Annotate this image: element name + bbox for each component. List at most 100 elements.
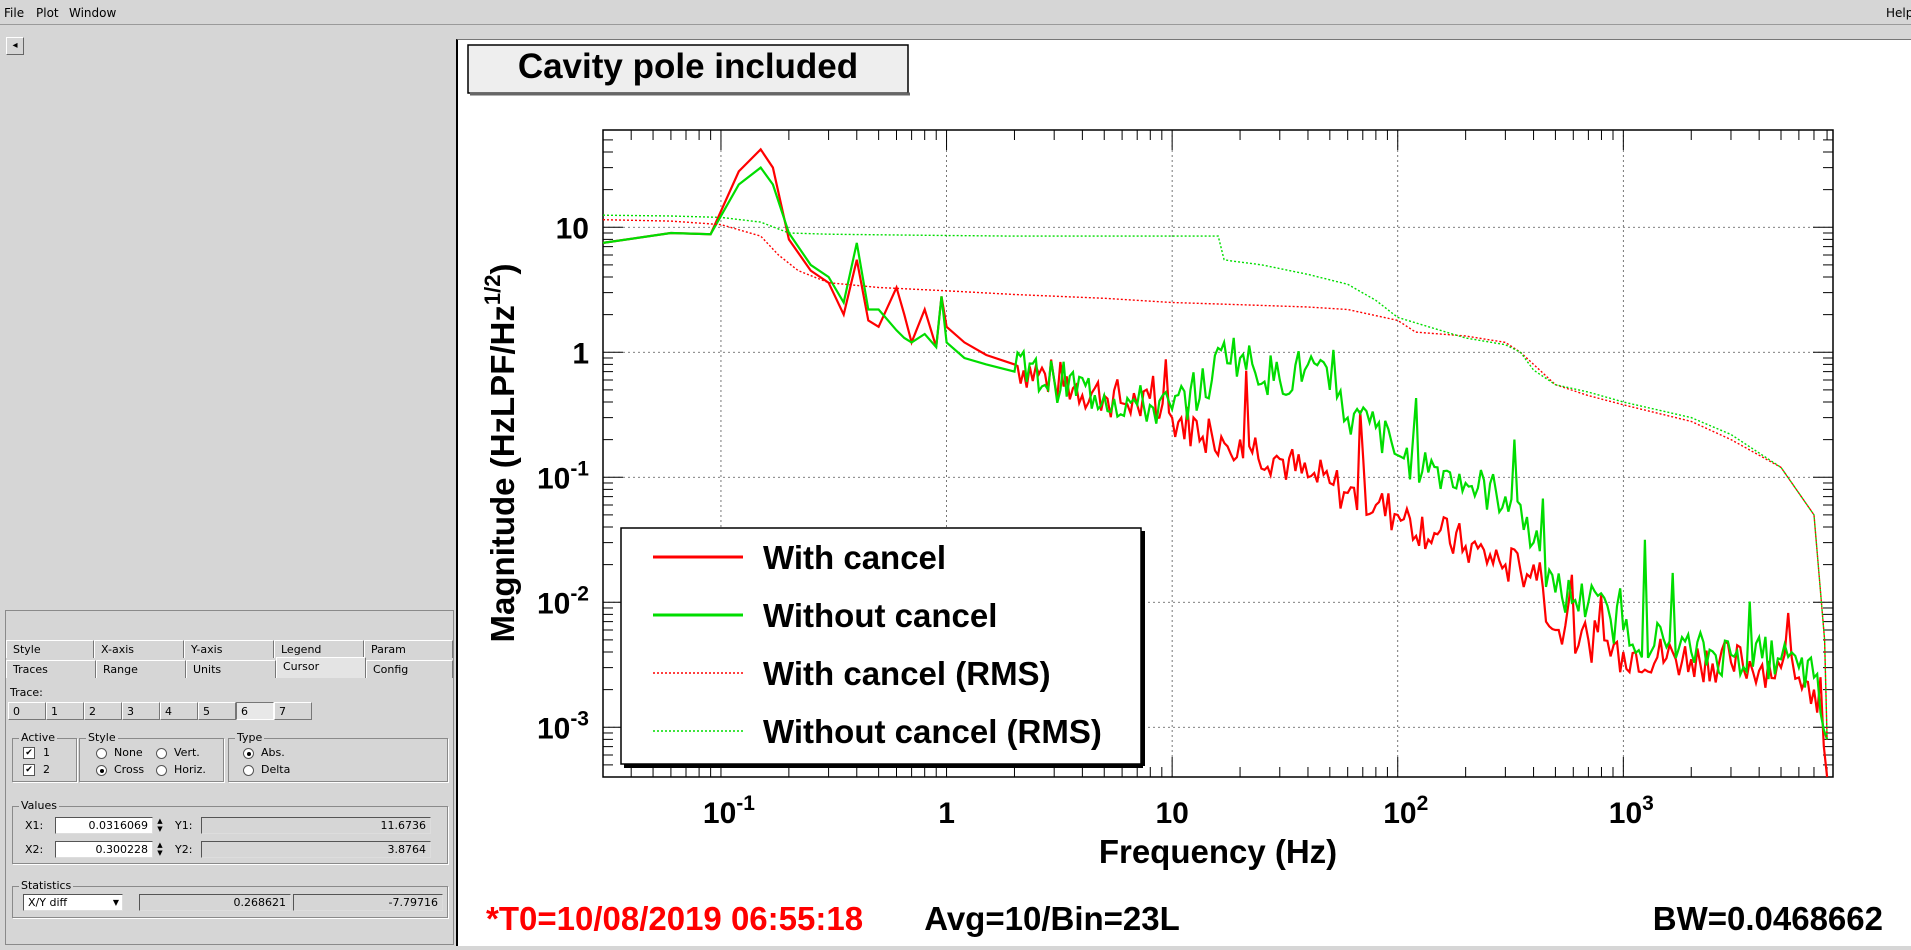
axis-ticks [602,129,1833,778]
plot-canvas[interactable]: Cavity pole included 10-1 1 10 102 10310-310… [458,40,1911,946]
x-axis-label: Frequency (Hz) [1099,833,1337,870]
active-1-label: 1 [43,746,50,759]
statistics-group: Statistics X/Y diff ▼ 0.268621 -7.79716 [12,879,448,918]
menu-plot[interactable]: Plot [36,6,59,20]
menu-help[interactable]: Help [1886,6,1911,20]
type-delta-label: Delta [261,763,291,776]
trace-tab-selected[interactable]: 6 [236,702,274,720]
options-panel: Style X-axis Y-axis Legend Param Traces … [5,610,454,945]
type-abs-label: Abs. [261,746,285,759]
legend: With cancel Without cancel With cancel (… [620,527,1145,768]
tab-y-axis[interactable]: Y-axis [184,640,274,658]
tick-label: 10-3 [537,707,589,745]
style-horiz-radio[interactable] [156,765,167,776]
control-sidebar: ◂ Style X-axis Y-axis Legend Param Trace… [0,25,456,945]
plot-window: Cavity pole included 10-1 1 10 102 103 10-3 10… [456,39,1911,946]
statistics-group-title: Statistics [19,879,74,892]
tick-label: 10 [1155,797,1188,830]
legend-label-without-cancel: Without cancel [763,597,997,634]
tab-style[interactable]: Style [6,640,94,658]
x1-label: X1: [25,819,44,832]
tab-range[interactable]: Range [96,660,186,678]
active-2-label: 2 [43,763,50,776]
tick-label: 1 [572,337,589,370]
y1-field: 11.6736 [201,817,431,834]
tab-cursor[interactable]: Cursor [276,657,366,678]
footer-bandwidth: BW=0.0468662 [1653,900,1883,937]
menu-file[interactable]: File [4,6,25,20]
trace-tab[interactable]: 2 [84,702,122,720]
tab-traces[interactable]: Traces [6,660,96,678]
menu-bar: File Plot Window Help [0,0,1911,25]
tab-param[interactable]: Param [364,640,453,658]
y-axis-label: Magnitude (HzLPF/Hz1/2) [480,264,521,643]
trace-label: Trace: [10,686,43,699]
legend-label-without-cancel-rms: Without cancel (RMS) [763,713,1102,750]
trace-tabs: 0 1 2 3 4 5 6 7 [8,702,318,720]
y2-label: Y2: [175,843,193,856]
x2-field[interactable]: 0.300228 [55,841,153,858]
footer-avg-bin: Avg=10/Bin=23L [924,900,1180,937]
type-delta-radio[interactable] [243,765,254,776]
values-group-title: Values [19,799,59,812]
tab-units[interactable]: Units [186,660,276,678]
menu-window[interactable]: Window [69,6,117,20]
trace-tab[interactable]: 5 [198,702,236,720]
y2-field: 3.8764 [201,841,431,858]
cursor-type-group: Type Abs. Delta [228,731,448,782]
data-curves [602,147,1829,778]
x2-spin-icon[interactable]: ▲ ▼ [157,841,163,857]
trace-tab[interactable]: 4 [160,702,198,720]
x1-field[interactable]: 0.0316069 [55,817,153,834]
style-vert-label: Vert. [174,746,200,759]
active-1-checkbox[interactable]: ✔ [23,747,35,759]
active-2-checkbox[interactable]: ✔ [23,764,35,776]
tick-label: 103 [1609,792,1654,830]
tick-label: 10 [556,212,589,245]
type-abs-radio[interactable] [243,748,254,759]
style-cross-label: Cross [114,763,145,776]
tab-row-2: Traces Range Units Cursor Config [6,657,453,679]
legend-label-with-cancel: With cancel [763,539,946,576]
stats-select-value: X/Y diff [28,896,68,909]
trace-tab[interactable]: 1 [46,702,84,720]
plot-title: Cavity pole included [518,47,858,86]
style-cross-radio[interactable] [96,765,107,776]
chevron-down-icon[interactable]: ▼ [112,898,119,907]
series-line-4 [602,214,1828,740]
tick-label: 10-2 [537,582,589,620]
footer-start-time: *T0=10/08/2019 06:55:18 [486,900,863,937]
tab-row-1: Style X-axis Y-axis Legend Param [6,640,453,659]
tick-label: 1 [938,797,955,830]
trace-tab[interactable]: 7 [274,702,312,720]
series-line-2 [602,166,1829,740]
stats-select[interactable]: X/Y diff ▼ [23,894,123,911]
tick-label: 10-1 [703,792,755,830]
x2-label: X2: [25,843,44,856]
cursor-style-group: Style None Vert. Cross Horiz. [79,731,224,782]
type-group-title: Type [235,731,265,744]
trace-tab[interactable]: 3 [122,702,160,720]
style-none-radio[interactable] [96,748,107,759]
style-vert-radio[interactable] [156,748,167,759]
tick-labels: 10-1 1 10 102 103 10-3 10-2 10-1 1 10 [537,212,1654,830]
series-line-3 [602,219,1828,740]
values-group: Values X1: 0.0316069 ▲ ▼ Y1: 11.6736 X2: … [12,799,448,864]
trace-tab[interactable]: 0 [8,702,46,720]
tab-x-axis[interactable]: X-axis [94,640,184,658]
style-group-title: Style [86,731,118,744]
x1-spin-icon[interactable]: ▲ ▼ [157,817,163,833]
plot-title-box [467,44,909,94]
tab-legend[interactable]: Legend [274,640,364,658]
style-horiz-label: Horiz. [174,763,206,776]
legend-label-with-cancel-rms: With cancel (RMS) [763,655,1051,692]
y1-label: Y1: [175,819,193,832]
collapse-arrow-icon[interactable]: ◂ [6,37,24,55]
tick-label: 10-1 [537,457,589,495]
tab-config[interactable]: Config [366,660,453,678]
tick-label: 102 [1383,792,1428,830]
active-group-title: Active [19,731,58,744]
active-group: Active ✔ 1 ✔ 2 [12,731,77,782]
stats-value-2: -7.79716 [293,894,443,911]
stats-value-1: 0.268621 [139,894,291,911]
